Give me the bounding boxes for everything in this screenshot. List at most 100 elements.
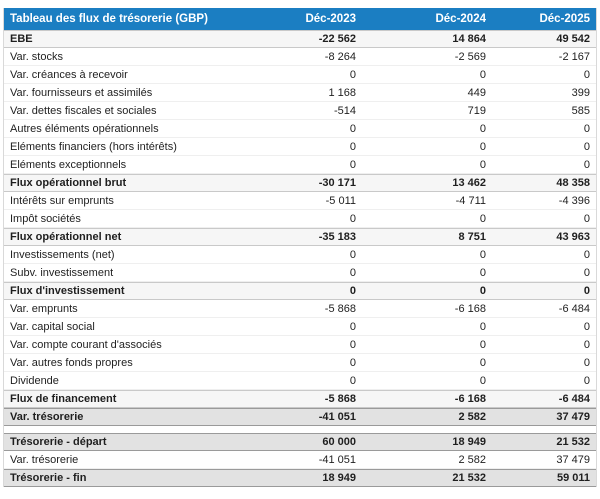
row-label: Var. fournisseurs et assimilés: [10, 86, 153, 99]
row-label: EBE: [10, 33, 33, 45]
table-row: Var. capital social 0 0 0: [4, 318, 596, 336]
row-value: 0: [583, 266, 590, 279]
table-row: Flux opérationnel net -35 183 8 751 43 9…: [4, 228, 596, 246]
table-row: Impôt sociétés 0 0 0: [4, 210, 596, 228]
row-value: 13 462: [452, 177, 486, 189]
row-value: 0: [479, 158, 486, 171]
row-value: 0: [479, 140, 486, 153]
table-row: Trésorerie - fin 18 949 21 532 59 011: [4, 469, 596, 487]
row-value: 14 864: [452, 33, 486, 45]
row-value: 0: [583, 374, 590, 387]
row-value: 49 542: [556, 33, 590, 45]
row-value: -6 484: [558, 393, 590, 405]
row-value: 0: [583, 212, 590, 225]
row-label: Var. compte courant d'associés: [10, 338, 162, 351]
row-value: 0: [583, 68, 590, 81]
row-label: Var. dettes fiscales et sociales: [10, 104, 157, 117]
row-label: Flux d'investissement: [10, 285, 125, 297]
row-value: 18 949: [452, 436, 486, 448]
table-row: Flux opérationnel brut -30 171 13 462 48…: [4, 174, 596, 192]
row-label: Eléments financiers (hors intérêts): [10, 140, 177, 153]
row-label: Eléments exceptionnels: [10, 158, 127, 171]
row-value: 0: [349, 266, 356, 279]
row-value: 0: [479, 68, 486, 81]
table-title: Tableau des flux de trésorerie (GBP): [10, 13, 208, 25]
row-label: Investissements (net): [10, 248, 115, 261]
table-row: Autres éléments opérationnels 0 0 0: [4, 120, 596, 138]
row-value: 2 582: [458, 453, 486, 466]
cash-flow-table: Tableau des flux de trésorerie (GBP) Déc…: [3, 8, 597, 487]
row-label: Trésorerie - départ: [10, 436, 107, 448]
row-value: 0: [479, 266, 486, 279]
row-value: -5 868: [324, 393, 356, 405]
row-value: 0: [349, 248, 356, 261]
row-value: 8 751: [458, 231, 486, 243]
table-row: Var. compte courant d'associés 0 0 0: [4, 336, 596, 354]
row-value: -30 171: [318, 177, 356, 189]
table-row: Investissements (net) 0 0 0: [4, 246, 596, 264]
row-value: 0: [479, 356, 486, 369]
row-value: 0: [349, 356, 356, 369]
row-value: -514: [333, 104, 356, 117]
table-row: Dividende 0 0 0: [4, 372, 596, 390]
row-value: -4 396: [558, 194, 590, 207]
row-value: 0: [479, 212, 486, 225]
row-value: 585: [571, 104, 590, 117]
row-value: 21 532: [556, 436, 590, 448]
spacer-row: [4, 426, 596, 433]
row-value: -6 168: [454, 393, 486, 405]
table-row: Var. autres fonds propres 0 0 0: [4, 354, 596, 372]
row-value: 37 479: [556, 411, 590, 423]
row-value: 48 358: [556, 177, 590, 189]
table-row: Var. fournisseurs et assimilés 1 168 449…: [4, 84, 596, 102]
row-value: -5 011: [325, 194, 356, 207]
table-row: Var. emprunts -5 868 -6 168 -6 484: [4, 300, 596, 318]
row-value: 0: [583, 285, 590, 297]
table-row: Eléments financiers (hors intérêts) 0 0 …: [4, 138, 596, 156]
row-value: 43 963: [556, 231, 590, 243]
row-label: Intérêts sur emprunts: [10, 194, 114, 207]
row-value: 2 582: [458, 411, 486, 423]
row-label: Flux de financement: [10, 393, 117, 405]
table-row: EBE -22 562 14 864 49 542: [4, 30, 596, 48]
row-value: 0: [349, 285, 356, 297]
row-label: Autres éléments opérationnels: [10, 122, 159, 135]
row-value: 37 479: [556, 453, 590, 466]
row-value: 0: [479, 122, 486, 135]
row-value: 0: [479, 374, 486, 387]
row-label: Var. capital social: [10, 320, 95, 333]
row-value: 0: [349, 320, 356, 333]
table-body: EBE -22 562 14 864 49 542 Var. stocks -8…: [4, 30, 596, 487]
row-value: 719: [467, 104, 486, 117]
row-value: 0: [349, 140, 356, 153]
row-value: 0: [583, 158, 590, 171]
row-value: 0: [479, 338, 486, 351]
row-label: Trésorerie - fin: [10, 472, 87, 484]
row-label: Var. autres fonds propres: [10, 356, 133, 369]
row-value: 0: [583, 248, 590, 261]
row-value: 0: [349, 212, 356, 225]
table-row: Intérêts sur emprunts -5 011 -4 711 -4 3…: [4, 192, 596, 210]
row-value: 0: [349, 68, 356, 81]
row-value: -6 168: [454, 302, 486, 315]
row-value: 60 000: [322, 436, 356, 448]
row-value: -8 264: [324, 50, 356, 63]
row-label: Flux opérationnel net: [10, 231, 122, 243]
table-row: Flux d'investissement 0 0 0: [4, 282, 596, 300]
row-value: 0: [349, 338, 356, 351]
row-value: -2 167: [558, 50, 590, 63]
row-value: 0: [583, 140, 590, 153]
table-row: Eléments exceptionnels 0 0 0: [4, 156, 596, 174]
row-value: 0: [479, 320, 486, 333]
row-value: 0: [583, 320, 590, 333]
row-value: -6 484: [558, 302, 590, 315]
table-row: Flux de financement -5 868 -6 168 -6 484: [4, 390, 596, 408]
row-label: Flux opérationnel brut: [10, 177, 127, 189]
column-header-dec-2024: Déc-2024: [435, 13, 486, 25]
table-row: Var. créances à recevoir 0 0 0: [4, 66, 596, 84]
row-label: Dividende: [10, 374, 59, 387]
row-value: -5 868: [324, 302, 356, 315]
row-value: -35 183: [318, 231, 356, 243]
row-value: 0: [479, 248, 486, 261]
row-value: 18 949: [322, 472, 356, 484]
